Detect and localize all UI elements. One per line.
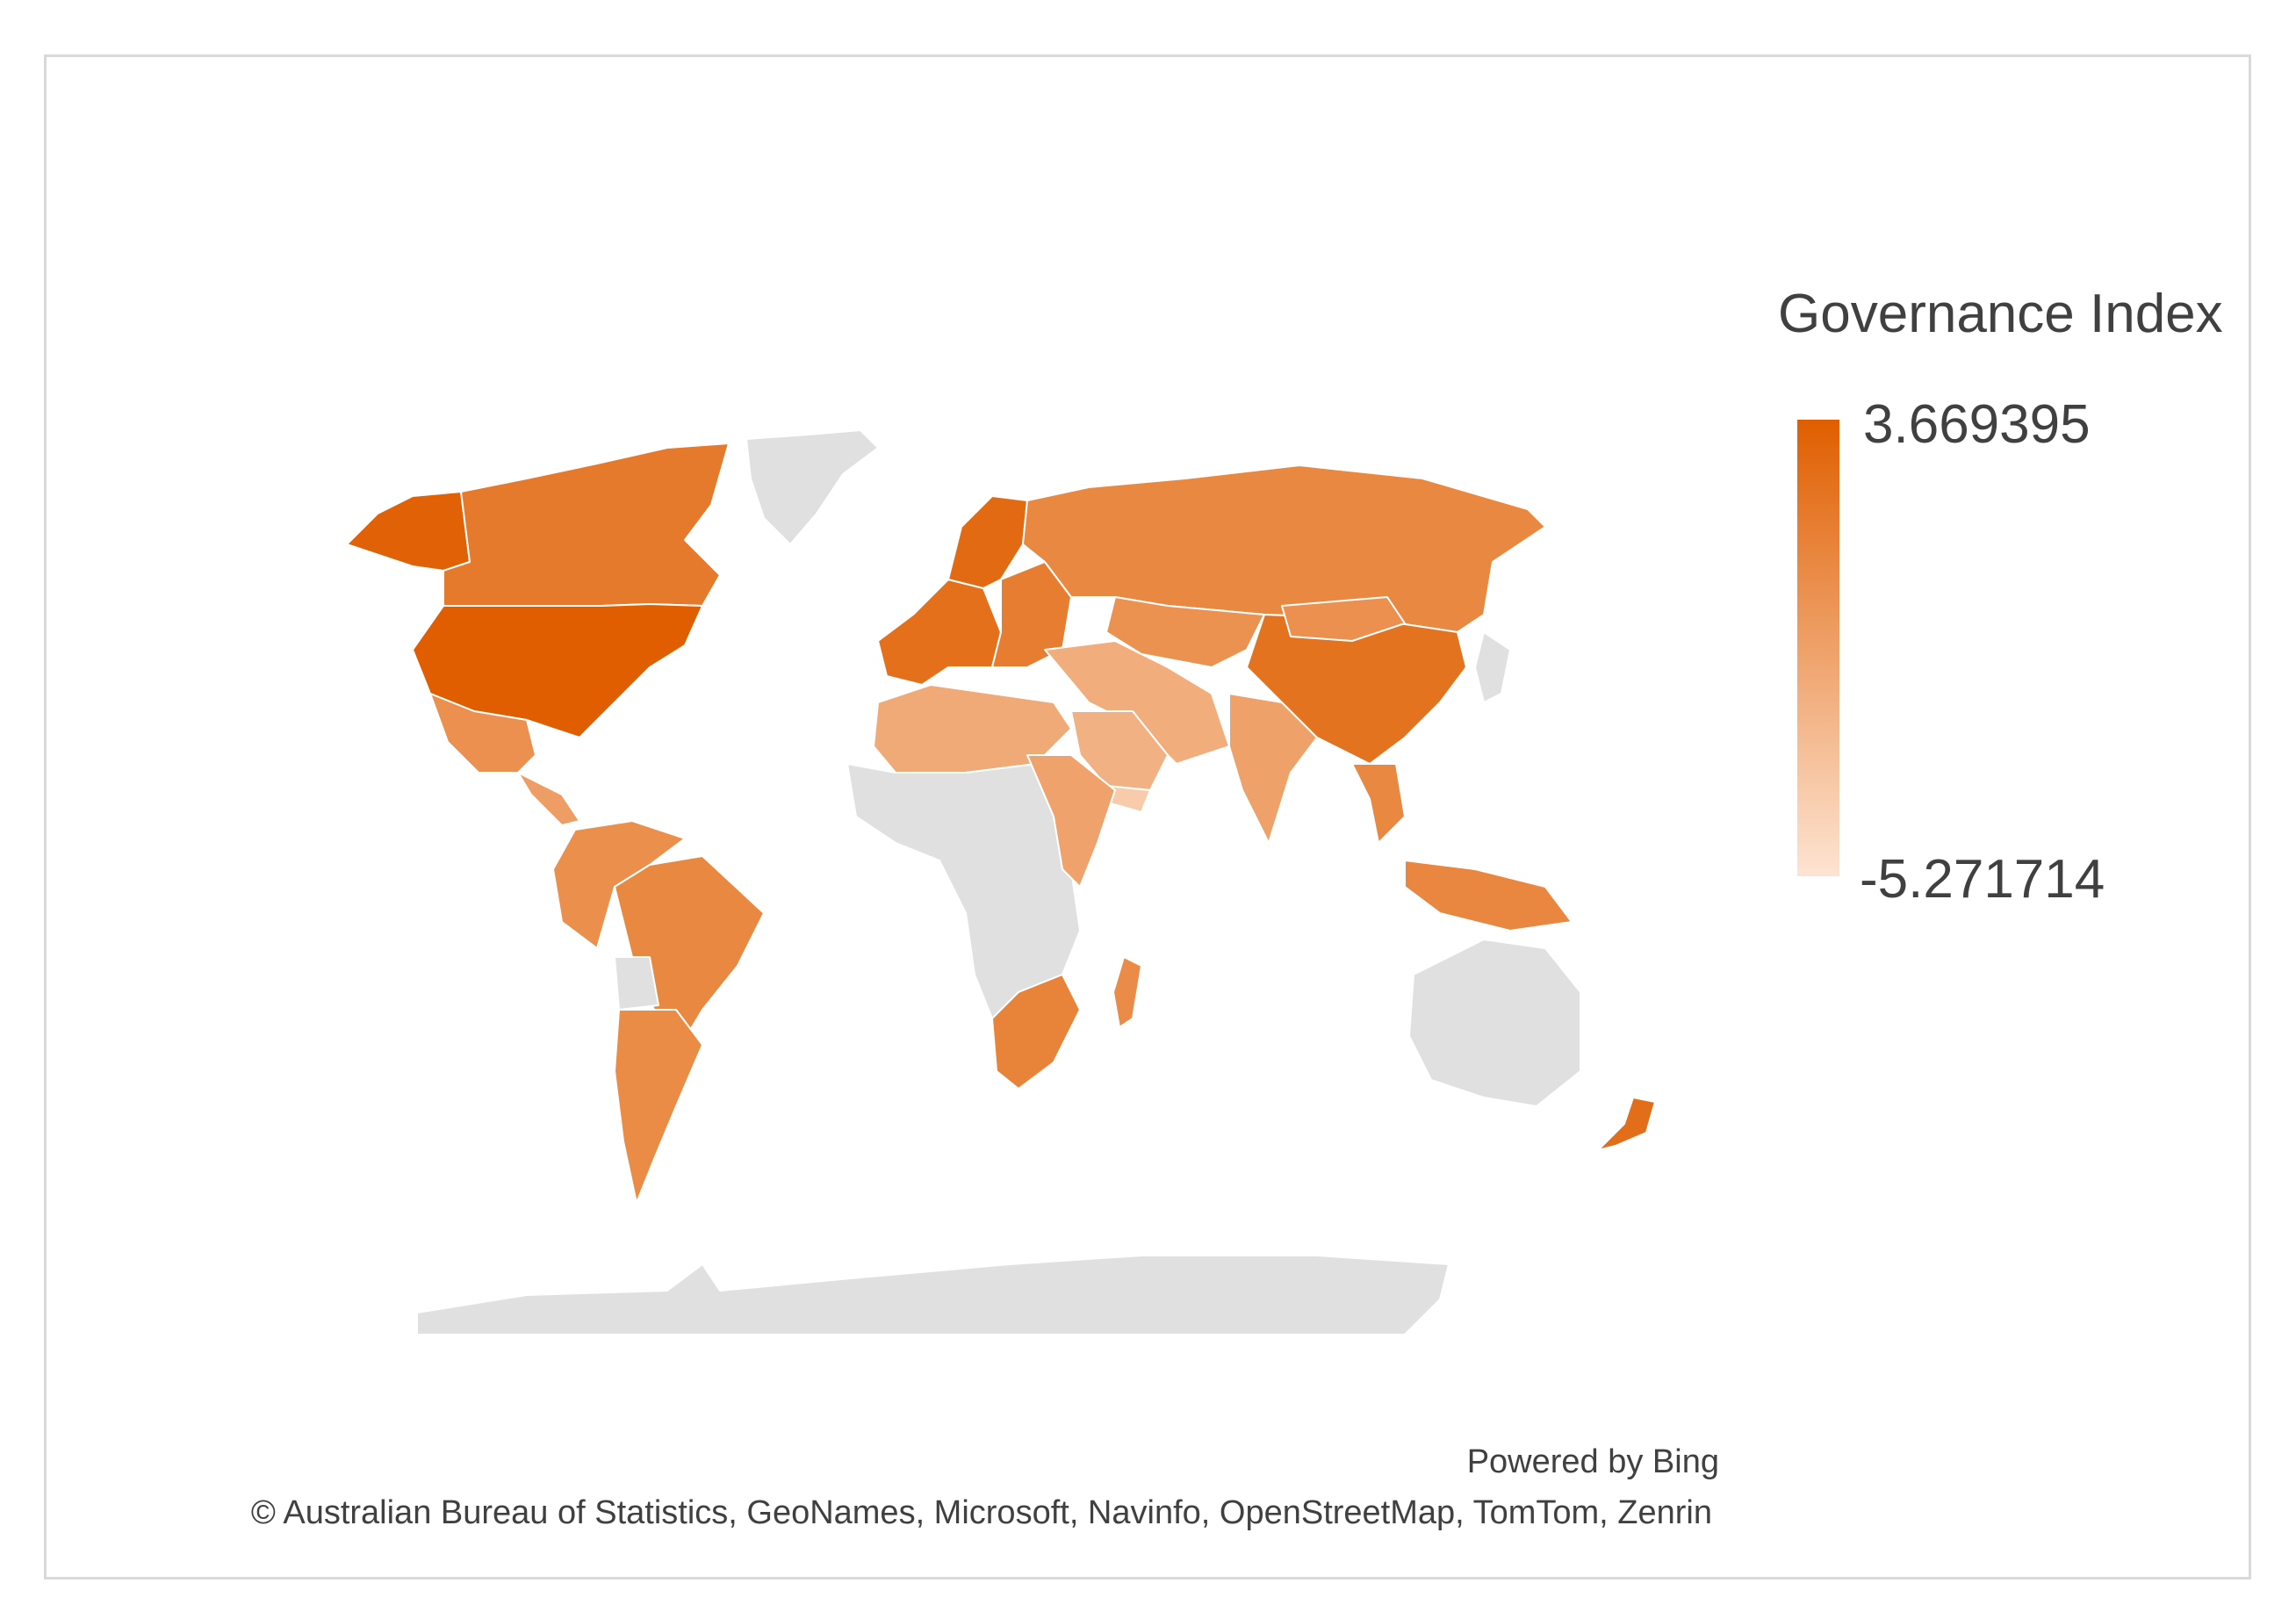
region-central-america[interactable] [517, 772, 580, 826]
region-southern-africa[interactable] [991, 974, 1081, 1090]
region-china[interactable] [1246, 614, 1467, 765]
region-north-africa[interactable] [873, 684, 1072, 774]
region-bolivia[interactable] [614, 956, 659, 1011]
legend-min-label: -5.271714 [1860, 849, 2105, 910]
region-mexico[interactable] [429, 693, 536, 774]
region-madagascar[interactable] [1112, 956, 1142, 1028]
region-russia[interactable] [1022, 464, 1546, 633]
region-east-africa[interactable] [1026, 754, 1116, 888]
legend-color-bar [1797, 420, 1839, 876]
region-alaska[interactable] [346, 491, 471, 572]
region-western-europe[interactable] [877, 579, 1002, 686]
region-central-asia[interactable] [1105, 596, 1265, 668]
region-new-zealand[interactable] [1597, 1097, 1656, 1151]
region-indonesia[interactable] [1404, 860, 1573, 932]
region-southeast-asia[interactable] [1351, 763, 1406, 844]
region-canada[interactable] [443, 443, 730, 607]
region-australia[interactable] [1408, 939, 1581, 1107]
region-mongolia[interactable] [1281, 596, 1406, 642]
region-greenland[interactable] [745, 429, 879, 545]
region-japan[interactable] [1474, 631, 1511, 703]
legend-title: Governance Index [1778, 284, 2223, 344]
powered-by-bing: Powered by Bing [1466, 1443, 1719, 1480]
map-copyright: © Australian Bureau of Statistics, GeoNa… [250, 1494, 1712, 1531]
legend-max-label: 3.669395 [1863, 394, 2091, 455]
region-argentina-chile[interactable] [614, 1009, 703, 1204]
region-antarctica[interactable] [416, 1255, 1450, 1335]
